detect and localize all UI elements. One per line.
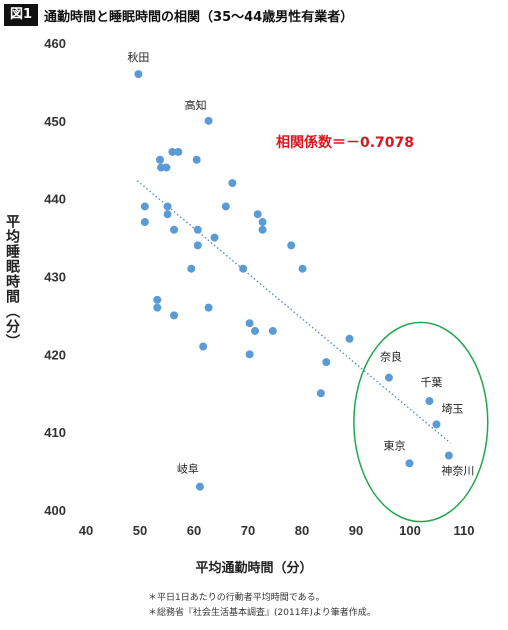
highlight-ellipse — [353, 321, 489, 523]
point-label: 高知 — [185, 98, 207, 112]
point-label: 埼玉 — [441, 401, 463, 415]
data-point — [140, 202, 149, 211]
data-point — [345, 334, 354, 343]
figure-label: 図1 — [4, 4, 39, 26]
data-point — [192, 155, 201, 164]
trend-line — [136, 180, 451, 444]
x-tick-label: 50 — [133, 523, 147, 538]
data-point — [432, 420, 441, 429]
data-point — [155, 155, 164, 164]
point-label: 千葉 — [420, 375, 442, 389]
data-point — [228, 179, 237, 188]
data-point — [253, 210, 262, 219]
x-tick-label: 110 — [454, 523, 475, 538]
data-point — [268, 326, 277, 335]
note-line: ＊平日1日あたりの行動者平均時間である。 — [148, 593, 325, 603]
figure-header: 図1 通勤時間と睡眠時間の相関（35〜44歳男性有業者） — [4, 4, 353, 26]
data-point — [204, 116, 213, 125]
data-point — [210, 233, 219, 242]
data-point — [153, 295, 162, 304]
source-notes: ＊平日1日あたりの行動者平均時間である。 ＊総務省『社会生活基本調査』(2011… — [148, 591, 376, 621]
data-point — [384, 373, 393, 382]
data-point — [221, 202, 230, 211]
y-tick-label: 400 — [44, 503, 66, 518]
point-label: 奈良 — [380, 350, 402, 364]
y-axis-label: 平均睡眠時間（分） — [4, 214, 20, 349]
x-tick-label: 90 — [349, 523, 363, 538]
data-point — [174, 147, 183, 156]
data-point — [168, 147, 177, 156]
data-point — [239, 264, 248, 273]
data-point — [195, 482, 204, 491]
data-point — [193, 241, 202, 250]
x-tick-label: 40 — [79, 523, 93, 538]
data-point — [140, 218, 149, 227]
point-label: 秋田 — [127, 50, 149, 64]
x-axis-label: 平均通勤時間（分） — [195, 561, 313, 576]
data-point — [199, 342, 208, 351]
data-point — [316, 389, 325, 398]
data-point — [245, 319, 254, 328]
data-point — [258, 218, 267, 227]
data-point — [162, 163, 171, 172]
data-point — [170, 225, 179, 234]
correlation-annotation: 相関係数＝－0.7078 — [276, 134, 414, 151]
data-point — [134, 70, 143, 79]
y-tick-label: 460 — [44, 36, 66, 51]
y-tick-label: 450 — [44, 114, 66, 129]
data-point — [258, 225, 267, 234]
data-point — [251, 326, 260, 335]
data-point — [405, 459, 414, 468]
point-label: 東京 — [383, 438, 405, 452]
data-point — [163, 210, 172, 219]
x-tick-label: 100 — [399, 523, 421, 538]
data-point — [287, 241, 296, 250]
point-label: 岐阜 — [177, 463, 199, 476]
data-point — [193, 225, 202, 234]
x-tick-label: 60 — [187, 523, 201, 538]
y-tick-label: 440 — [44, 192, 66, 207]
y-tick-label: 410 — [44, 425, 66, 440]
y-tick-label: 430 — [44, 270, 66, 285]
note-line: ＊総務省『社会生活基本調査』(2011年)より筆者作成。 — [148, 608, 376, 618]
x-tick-label: 80 — [295, 523, 309, 538]
chart-title: 通勤時間と睡眠時間の相関（35〜44歳男性有業者） — [44, 9, 354, 25]
data-point — [322, 358, 331, 367]
data-point — [425, 397, 434, 406]
data-point — [187, 264, 196, 273]
y-tick-label: 420 — [44, 347, 66, 362]
data-point — [153, 303, 162, 312]
data-point — [204, 303, 213, 312]
data-point — [245, 350, 254, 359]
x-tick-label: 70 — [241, 523, 255, 538]
data-point — [163, 202, 172, 211]
data-point — [298, 264, 307, 273]
data-point — [444, 451, 453, 460]
data-point — [170, 311, 179, 320]
point-label: 神奈川 — [441, 464, 474, 478]
